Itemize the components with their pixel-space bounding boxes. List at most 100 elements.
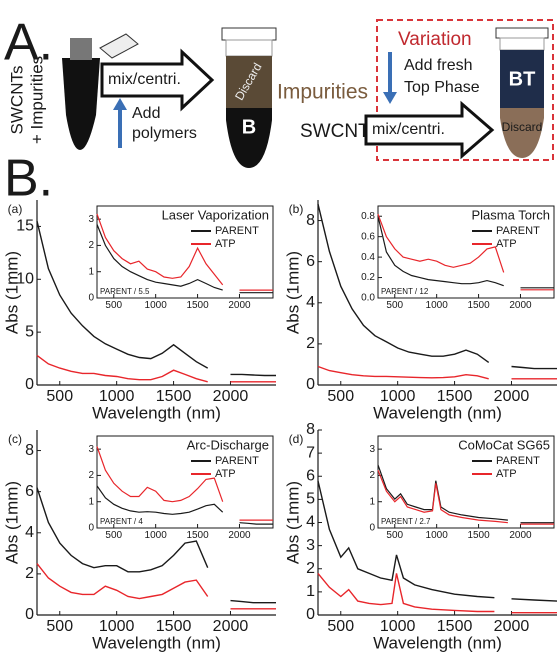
tube-lid [99, 33, 139, 59]
panel-label: (b) [289, 202, 304, 216]
y-tick-label: 2 [88, 240, 94, 251]
y-tick-label: 8 [306, 212, 315, 229]
x-tick-label: 2000 [213, 388, 249, 405]
inset-note: PARENT / 2.7 [381, 517, 431, 526]
y-tick-label: 4 [306, 294, 315, 311]
y-tick-label: 0 [25, 606, 34, 623]
series-line [317, 572, 557, 614]
series-line [36, 487, 276, 604]
x-axis-title: Wavelength (nm) [92, 403, 221, 422]
top-phase [226, 56, 272, 108]
legend-label: ATP [496, 238, 517, 250]
legend-label: ATP [215, 238, 236, 250]
inset-note: PARENT / 12 [381, 287, 429, 296]
inset-title: CoMoCat SG65 [458, 437, 550, 452]
inset-title: Laser Vaporization [162, 207, 269, 222]
sample-label: SWCNTs [7, 66, 26, 135]
x-tick-label: 2000 [509, 300, 532, 311]
diagram: A. SWCNTs + Impurities mix/centri. Add p… [4, 14, 554, 208]
series-line [317, 365, 557, 380]
y-tick-label: 3 [88, 444, 94, 455]
y-tick-label: 2 [369, 470, 375, 481]
y-tick-label: 0 [88, 523, 94, 534]
series-line [96, 446, 273, 521]
tube-text: BT [509, 68, 536, 90]
block-arrow [364, 100, 495, 160]
x-tick-label: 1500 [186, 530, 209, 541]
legend-label: ATP [215, 468, 236, 480]
y-tick-label: 6 [306, 253, 315, 270]
series-line [317, 203, 557, 370]
x-tick-label: 1000 [426, 300, 449, 311]
y-tick-label: 1 [88, 496, 94, 507]
step-label: mix/centri. [372, 121, 445, 138]
step-label: mix/centri. [108, 71, 181, 88]
impurities-label: Impurities [277, 81, 368, 104]
x-tick-label: 1500 [467, 300, 490, 311]
x-tick-label: 500 [327, 388, 354, 405]
step-label: Top Phase [404, 79, 480, 96]
y-tick-label: 0.0 [361, 293, 375, 304]
series-line [377, 469, 554, 525]
y-tick-label: 0 [306, 376, 315, 393]
step-label: Add fresh [404, 57, 472, 74]
x-tick-label: 1500 [156, 388, 192, 405]
series-line [36, 354, 276, 383]
y-tick-label: 1 [369, 496, 375, 507]
legend-label: PARENT [496, 225, 540, 237]
block-arrow [100, 48, 215, 112]
series-line [317, 480, 558, 602]
top-phase [500, 50, 544, 108]
x-tick-label: 1000 [145, 530, 168, 541]
x-tick-label: 2000 [228, 530, 251, 541]
series-line [377, 213, 554, 291]
sample-label: + Impurities [27, 56, 46, 144]
x-tick-label: 1000 [99, 388, 135, 405]
x-tick-label: 1500 [437, 618, 473, 635]
x-tick-label: 500 [105, 530, 122, 541]
swcnts-label: SWCNTs [300, 121, 377, 142]
inset-title: Plasma Torch [471, 207, 550, 222]
x-tick-label: 1000 [380, 618, 416, 635]
y-axis-title: Abs (1mm) [2, 481, 21, 564]
inset-frame [377, 205, 555, 299]
y-tick-label: 2 [88, 470, 94, 481]
x-tick-label: 1000 [145, 300, 168, 311]
series-line [36, 563, 276, 610]
y-tick-label: 10 [16, 271, 34, 288]
x-tick-label: 1000 [380, 388, 416, 405]
arrowhead [383, 92, 397, 104]
y-axis-title: Abs (1mm) [283, 251, 302, 334]
y-tick-label: 3 [306, 537, 315, 554]
tube-top [225, 39, 273, 57]
y-tick-label: 0 [306, 606, 315, 623]
y-tick-label: 0.8 [361, 211, 375, 222]
legend-label: PARENT [215, 455, 259, 467]
x-tick-label: 1500 [186, 300, 209, 311]
tube-text: B [242, 116, 256, 138]
inset-title: Arc-Discharge [187, 437, 269, 452]
y-axis-title: Abs (1mm) [283, 481, 302, 564]
y-tick-label: 8 [25, 442, 34, 459]
legend-label: PARENT [496, 455, 540, 467]
series-line [36, 220, 276, 377]
tube-cap [221, 27, 277, 41]
x-axis-title: Wavelength (nm) [92, 633, 221, 652]
bottom-phase [226, 108, 272, 168]
series-line [377, 216, 554, 289]
legend-label: PARENT [215, 225, 259, 237]
bottom-phase [500, 108, 544, 158]
legend-label: ATP [496, 468, 517, 480]
panel-label: (d) [289, 432, 304, 446]
arrowhead [113, 98, 127, 110]
tube [62, 58, 100, 150]
x-tick-label: 1000 [99, 618, 135, 635]
y-tick-label: 0 [88, 293, 94, 304]
x-tick-label: 2000 [494, 618, 530, 635]
y-tick-label: 4 [25, 524, 34, 541]
tube-cap [495, 27, 549, 39]
x-tick-label: 1000 [426, 530, 449, 541]
inset-note: PARENT / 5.5 [100, 287, 150, 296]
